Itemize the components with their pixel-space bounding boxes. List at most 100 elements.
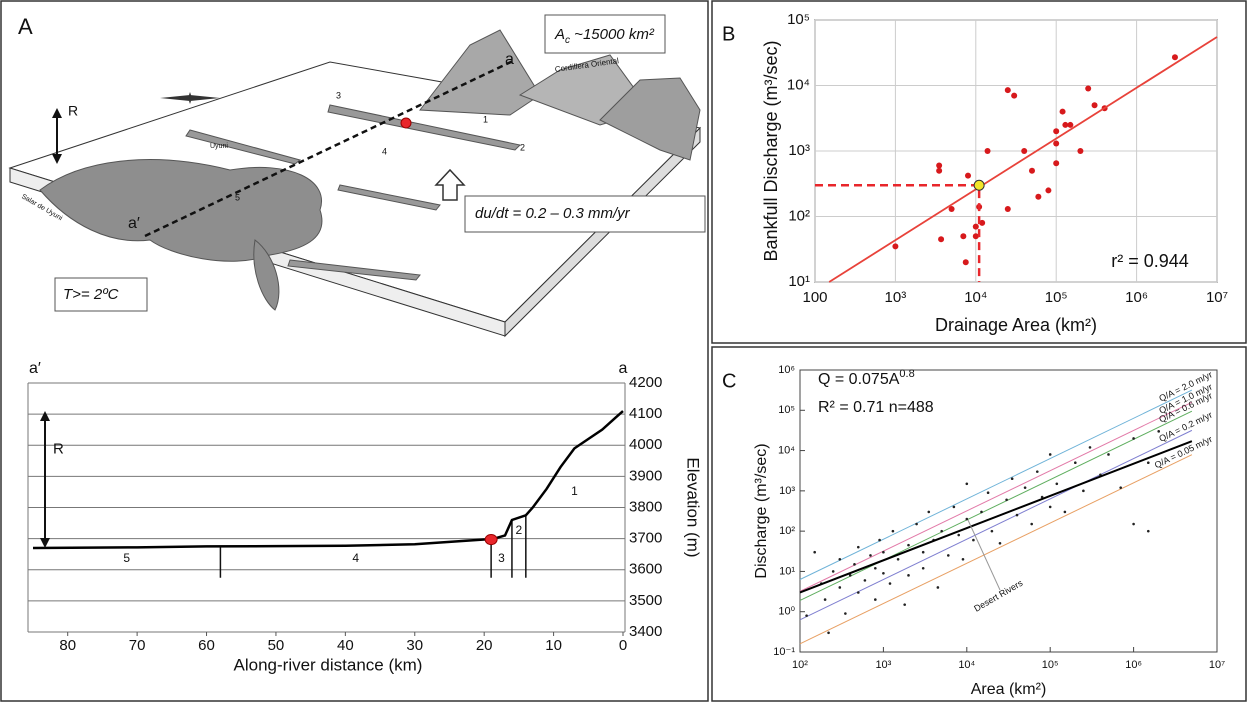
y-tick-label: 3800 (629, 498, 662, 515)
end-label: a (619, 360, 628, 377)
data-point (1015, 513, 1019, 517)
data-point (940, 529, 943, 533)
data-point (952, 505, 956, 509)
data-point (1063, 510, 1067, 514)
panel-label: B (722, 23, 735, 45)
y-tick-label: 3600 (629, 561, 662, 578)
data-point (921, 566, 925, 570)
y-tick-label: 10⁴ (787, 76, 810, 93)
section-label: 1 (571, 484, 578, 498)
data-point (838, 586, 842, 589)
data-point (1059, 108, 1066, 115)
x-axis-label: Area (km²) (971, 681, 1047, 698)
data-point (957, 533, 961, 537)
data-point (882, 550, 885, 554)
y-tick-label: 10¹ (779, 565, 795, 577)
x-tick-label: 70 (129, 637, 146, 654)
reference-line (799, 410, 1193, 601)
mountain (599, 77, 701, 161)
area-symbol: A (554, 26, 565, 43)
x-tick-label: 20 (476, 637, 493, 654)
data-point (965, 517, 969, 521)
relief-label: R (68, 103, 78, 119)
data-point (888, 582, 892, 585)
highlight-point (973, 179, 985, 191)
equation-main: Q = 0.075A (818, 371, 900, 388)
x-tick-label: 10⁶ (1125, 289, 1148, 306)
data-point (936, 586, 940, 589)
area-value: ~15000 km² (570, 26, 655, 43)
data-point (1048, 505, 1052, 509)
ridge (185, 129, 302, 165)
data-point (1082, 489, 1085, 493)
x-tick-label: 10² (792, 659, 808, 671)
data-point (1074, 461, 1077, 464)
area-subscript: c (565, 35, 570, 46)
y-tick-label: 10⁻¹ (773, 646, 795, 658)
panel-label: A (18, 14, 33, 39)
y-tick-label: 3400 (629, 623, 662, 640)
town-label: Uyuni (210, 143, 228, 150)
y-axis-label: Bankfull Discharge (m³/sec) (761, 40, 781, 261)
data-point (1055, 482, 1059, 486)
data-point (1157, 430, 1161, 433)
data-point (856, 591, 860, 594)
data-point (1035, 193, 1042, 200)
uplift-text: du/dt = 0.2 – 0.3 mm/yr (475, 205, 631, 222)
reach-number: 4 (382, 146, 387, 156)
fit-line (828, 36, 1218, 283)
data-point (960, 233, 967, 240)
data-point (838, 558, 842, 561)
data-point (1021, 148, 1028, 154)
data-point (848, 574, 852, 577)
text-box (54, 277, 148, 312)
salar (39, 159, 323, 262)
y-tick-label: 10² (779, 525, 795, 537)
block-diagram: A Ac ~15000 km² Cordillera Oriental a a′… (8, 14, 706, 338)
data-point (965, 482, 969, 486)
data-point (1088, 446, 1092, 449)
data-point (972, 538, 975, 542)
x-tick-label: 50 (268, 637, 285, 654)
data-point (984, 148, 991, 154)
data-point (844, 612, 847, 615)
x-tick-label: 40 (337, 637, 354, 654)
x-tick-label: 60 (198, 637, 215, 654)
text-box (544, 14, 666, 54)
compass (160, 92, 220, 104)
y-tick-label: 10⁵ (787, 11, 810, 28)
data-point (1048, 453, 1052, 456)
salar (253, 239, 280, 311)
end-label: a′ (128, 215, 140, 232)
x-tick-label: 10³ (875, 659, 891, 671)
profile-line (32, 410, 624, 550)
reach-number: 5 (235, 192, 240, 202)
panel-frame (0, 0, 709, 702)
x-axis-label: Drainage Area (km²) (935, 315, 1097, 335)
equation: Q = 0.075A0.8 (818, 368, 915, 388)
y-axis-label: Elevation (m) (684, 457, 703, 557)
y-tick-label: 10³ (788, 142, 810, 159)
data-point (1091, 102, 1098, 109)
text-box (464, 195, 706, 233)
section-label: 4 (352, 551, 359, 565)
ridge (287, 259, 421, 281)
y-tick-label: 3700 (629, 530, 662, 547)
x-tick-label: 10⁷ (1206, 289, 1228, 306)
data-point (907, 574, 910, 577)
data-point (936, 167, 943, 174)
x-tick-label: 10⁶ (1125, 659, 1142, 671)
annotation: Desert Rivers (972, 578, 1025, 614)
data-point (831, 570, 835, 573)
data-point (1146, 461, 1150, 464)
data-point (921, 550, 925, 554)
data-point (979, 219, 986, 226)
ridge (327, 104, 522, 151)
y-tick-label: 10⁰ (778, 606, 795, 618)
x-tick-label: 10 (545, 637, 562, 654)
data-point (827, 631, 830, 635)
reference-line (799, 429, 1193, 621)
data-point (961, 558, 965, 561)
reach-number: 3 (336, 90, 341, 100)
